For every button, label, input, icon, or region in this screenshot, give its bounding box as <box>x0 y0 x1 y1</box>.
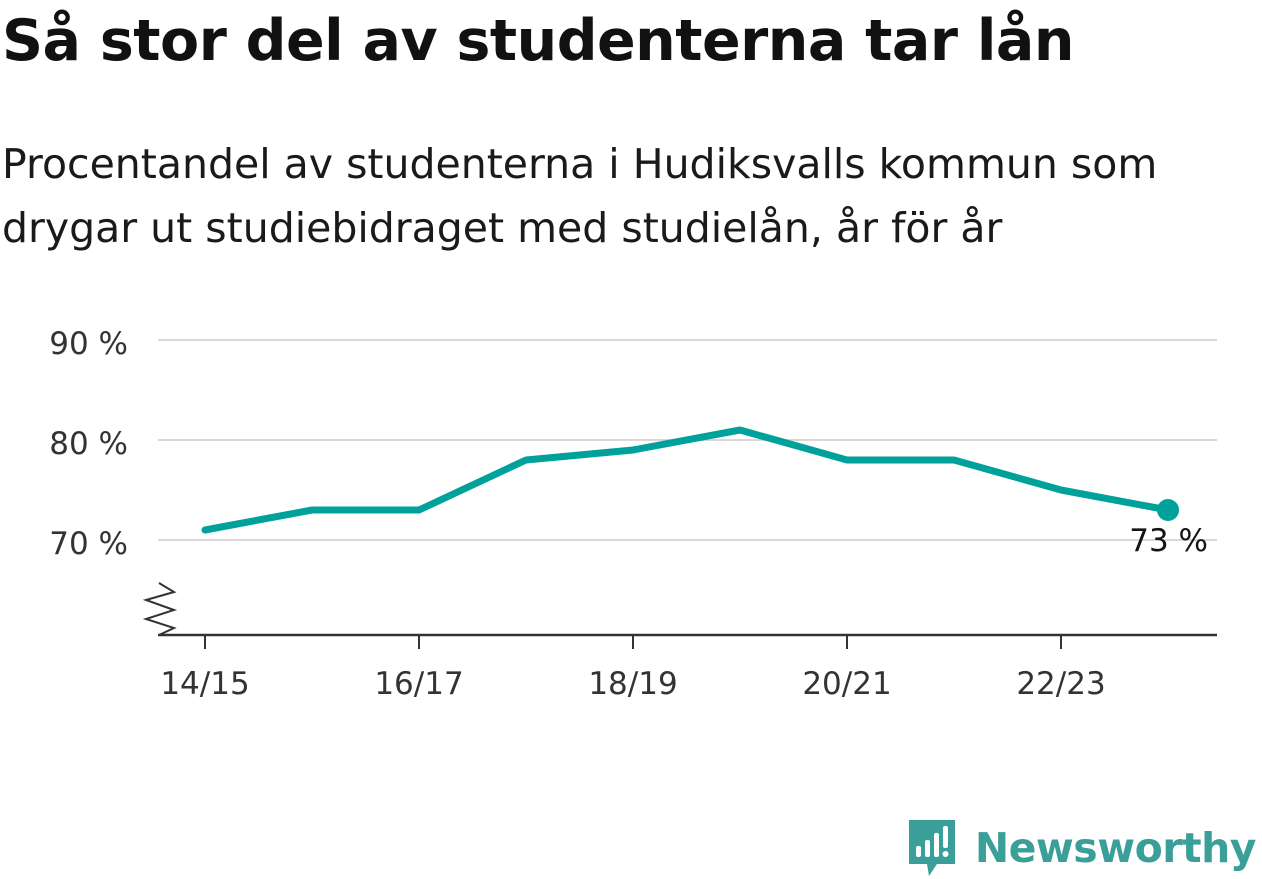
x-tick-labels: 14/15 16/17 18/19 20/21 22/23 <box>160 666 1105 702</box>
chart-subtitle: Procentandel av studenterna i Hudiksvall… <box>2 140 1158 252</box>
series: 73 % <box>201 426 1208 559</box>
y-tick-label: 70 % <box>49 526 128 562</box>
axis-break-icon <box>142 582 178 636</box>
x-tick-label: 22/23 <box>1016 666 1105 702</box>
x-tick-label: 16/17 <box>374 666 463 702</box>
x-ticks <box>204 635 1062 649</box>
chart-title: Så stor del av studenterna tar lån <box>2 8 1074 74</box>
brand-name: Newsworthy <box>974 824 1257 872</box>
end-point-marker <box>1157 499 1179 521</box>
y-tick-label: 80 % <box>49 426 128 462</box>
y-tick-labels: 70 % 80 % 90 % <box>49 326 128 562</box>
y-tick-label: 90 % <box>49 326 128 362</box>
brand-logo: Newsworthy <box>907 818 1257 878</box>
newsworthy-logo-icon <box>908 820 955 876</box>
series-line <box>201 426 1172 534</box>
x-tick-label: 20/21 <box>802 666 891 702</box>
x-tick-label: 18/19 <box>588 666 677 702</box>
end-value-label: 73 % <box>1129 523 1208 559</box>
x-tick-label: 14/15 <box>160 666 249 702</box>
x-axis <box>142 582 1217 637</box>
